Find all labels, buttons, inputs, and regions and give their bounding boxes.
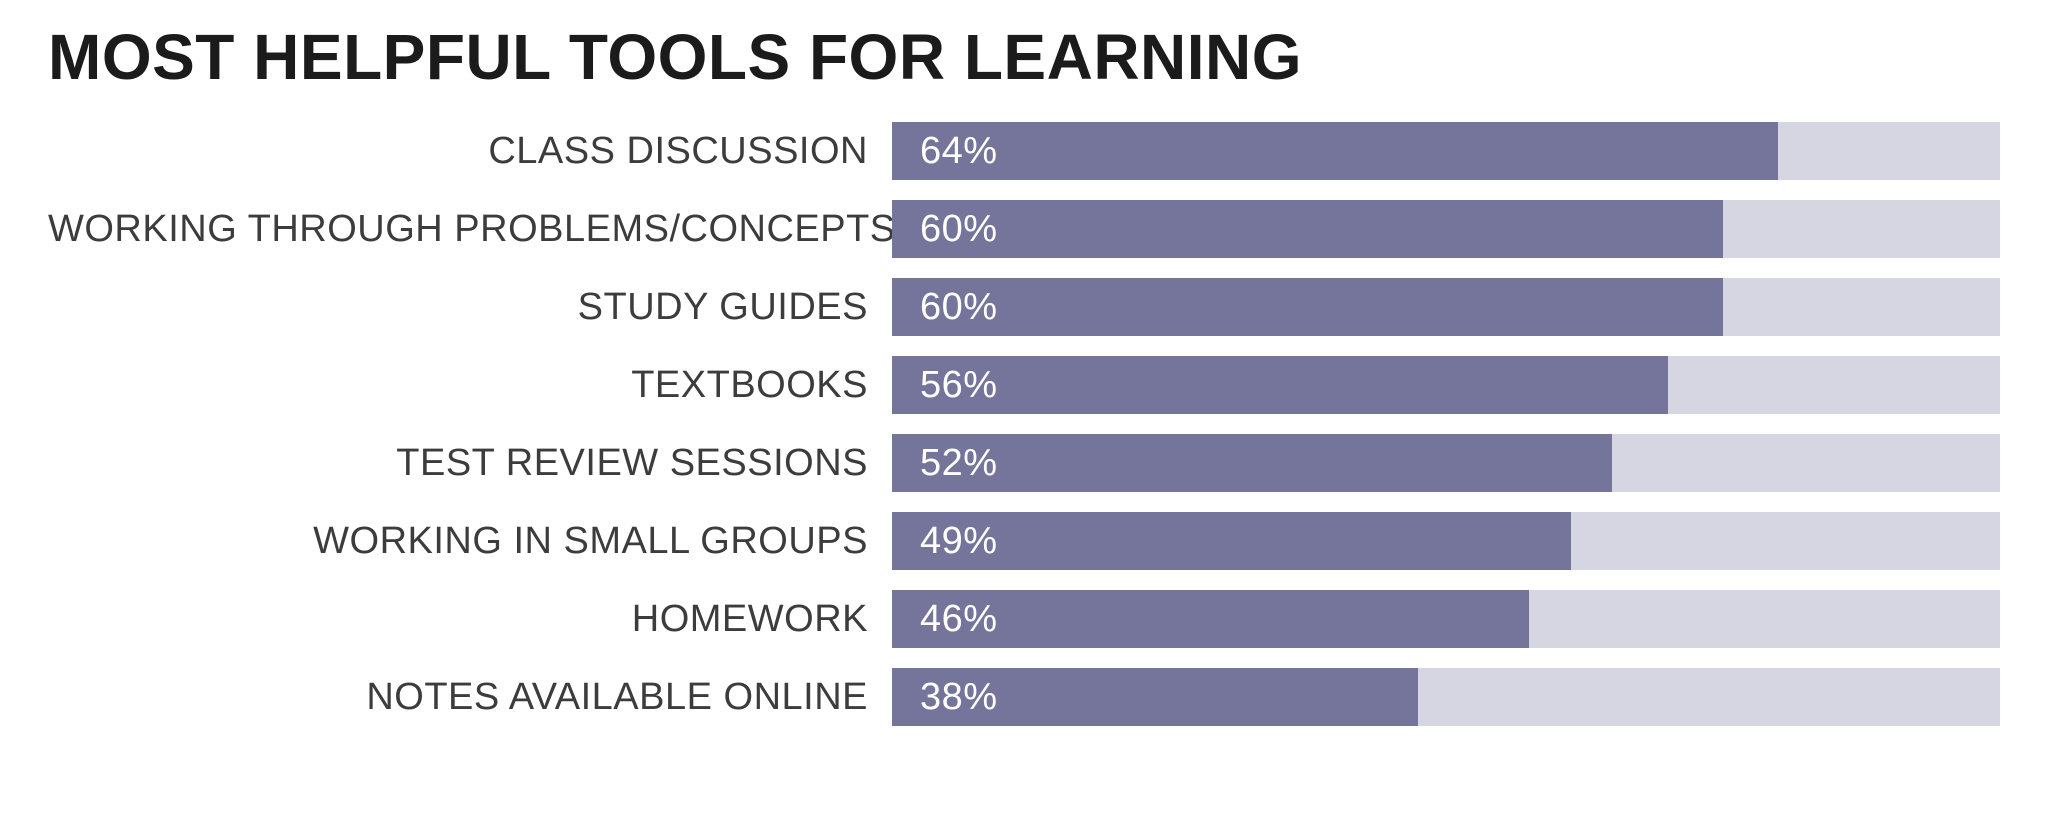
bar-value: 38% (892, 676, 998, 719)
bar-track: 38% (892, 668, 2000, 726)
bar-fill: 49% (892, 512, 1571, 570)
bar-fill: 60% (892, 278, 1723, 336)
bar-label: TEST REVIEW SESSIONS (48, 442, 892, 485)
bar-row: TEST REVIEW SESSIONS52% (48, 434, 2000, 492)
bar-label: TEXTBOOKS (48, 364, 892, 407)
bar-label: WORKING IN SMALL GROUPS (48, 520, 892, 563)
bar-label: WORKING THROUGH PROBLEMS/CONCEPTS (48, 208, 892, 251)
bar-track: 56% (892, 356, 2000, 414)
bar-fill: 64% (892, 122, 1778, 180)
bar-track: 46% (892, 590, 2000, 648)
bar-track: 52% (892, 434, 2000, 492)
bar-row: TEXTBOOKS56% (48, 356, 2000, 414)
bar-fill: 38% (892, 668, 1418, 726)
bar-value: 60% (892, 208, 998, 251)
bar-row: HOMEWORK46% (48, 590, 2000, 648)
chart-title: MOST HELPFUL TOOLS FOR LEARNING (48, 20, 2000, 94)
bar-value: 46% (892, 598, 998, 641)
chart-container: MOST HELPFUL TOOLS FOR LEARNING CLASS DI… (0, 0, 2048, 836)
bar-label: STUDY GUIDES (48, 286, 892, 329)
bar-track: 60% (892, 278, 2000, 336)
bar-label: CLASS DISCUSSION (48, 130, 892, 173)
bar-row: WORKING IN SMALL GROUPS49% (48, 512, 2000, 570)
bar-fill: 56% (892, 356, 1668, 414)
bar-row: STUDY GUIDES60% (48, 278, 2000, 336)
bar-fill: 60% (892, 200, 1723, 258)
bar-track: 60% (892, 200, 2000, 258)
bar-fill: 52% (892, 434, 1612, 492)
bar-fill: 46% (892, 590, 1529, 648)
bar-value: 56% (892, 364, 998, 407)
bar-track: 49% (892, 512, 2000, 570)
bar-value: 64% (892, 130, 998, 173)
bar-value: 49% (892, 520, 998, 563)
bar-row: NOTES AVAILABLE ONLINE38% (48, 668, 2000, 726)
bar-label: NOTES AVAILABLE ONLINE (48, 676, 892, 719)
bar-value: 52% (892, 442, 998, 485)
chart-rows: CLASS DISCUSSION64%WORKING THROUGH PROBL… (48, 122, 2000, 726)
bar-row: WORKING THROUGH PROBLEMS/CONCEPTS60% (48, 200, 2000, 258)
bar-value: 60% (892, 286, 998, 329)
bar-label: HOMEWORK (48, 598, 892, 641)
bar-track: 64% (892, 122, 2000, 180)
bar-row: CLASS DISCUSSION64% (48, 122, 2000, 180)
